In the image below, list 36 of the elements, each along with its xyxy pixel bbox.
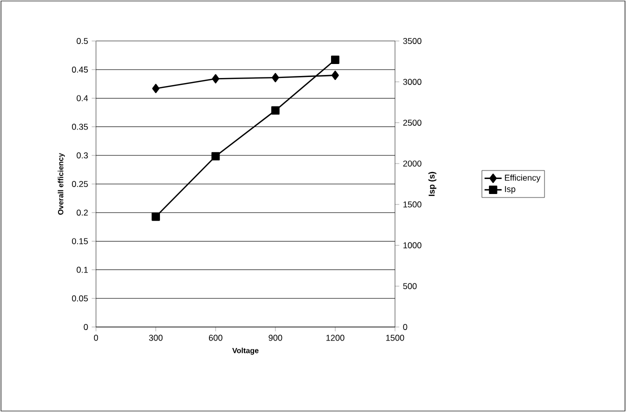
y2-tick-label: 3500 <box>403 38 422 44</box>
point <box>272 72 280 82</box>
point <box>152 84 160 94</box>
y-tick-label: 0.5 <box>76 38 88 44</box>
point <box>212 74 220 84</box>
y2-tick-label: 0 <box>403 324 408 330</box>
point <box>152 212 160 221</box>
y2-tick-label: 2000 <box>403 160 422 167</box>
x-tick-label: 1200 <box>326 334 344 341</box>
y-tick-label: 0 <box>84 324 88 330</box>
y-tick-label: 0.45 <box>72 66 88 73</box>
legend-label: Isp <box>505 186 516 194</box>
point <box>331 56 340 64</box>
y-tick-label: 0.2 <box>76 210 88 216</box>
y-tick-label: 0.1 <box>76 266 88 273</box>
y2-tick-label: 1000 <box>403 242 422 248</box>
y-tick-label: 0.25 <box>72 180 88 188</box>
x-tick-label: 1500 <box>386 334 404 341</box>
y-tick-label: 0.4 <box>76 95 88 102</box>
point <box>211 152 220 160</box>
x-tick-label: 0 <box>94 334 98 341</box>
y2-tick-label: 2500 <box>403 120 422 126</box>
x-tick-label: 600 <box>208 334 222 341</box>
x-tick-label: 900 <box>268 334 282 341</box>
y2-tick-label: 3000 <box>403 78 422 85</box>
y-tick-label: 0.05 <box>72 295 88 302</box>
point <box>271 106 280 115</box>
x-tick-label: 300 <box>149 334 163 341</box>
y2-axis-title: Isp (s) <box>428 172 436 196</box>
y-tick-label: 0.3 <box>76 152 88 158</box>
legend-label: Efficiency <box>504 174 540 182</box>
y-tick-label: 0.15 <box>72 238 88 244</box>
y-tick-label: 0.35 <box>72 124 88 130</box>
y2-tick-label: 500 <box>403 283 417 290</box>
y2-tick-label: 1500 <box>403 201 422 208</box>
point <box>332 70 339 80</box>
